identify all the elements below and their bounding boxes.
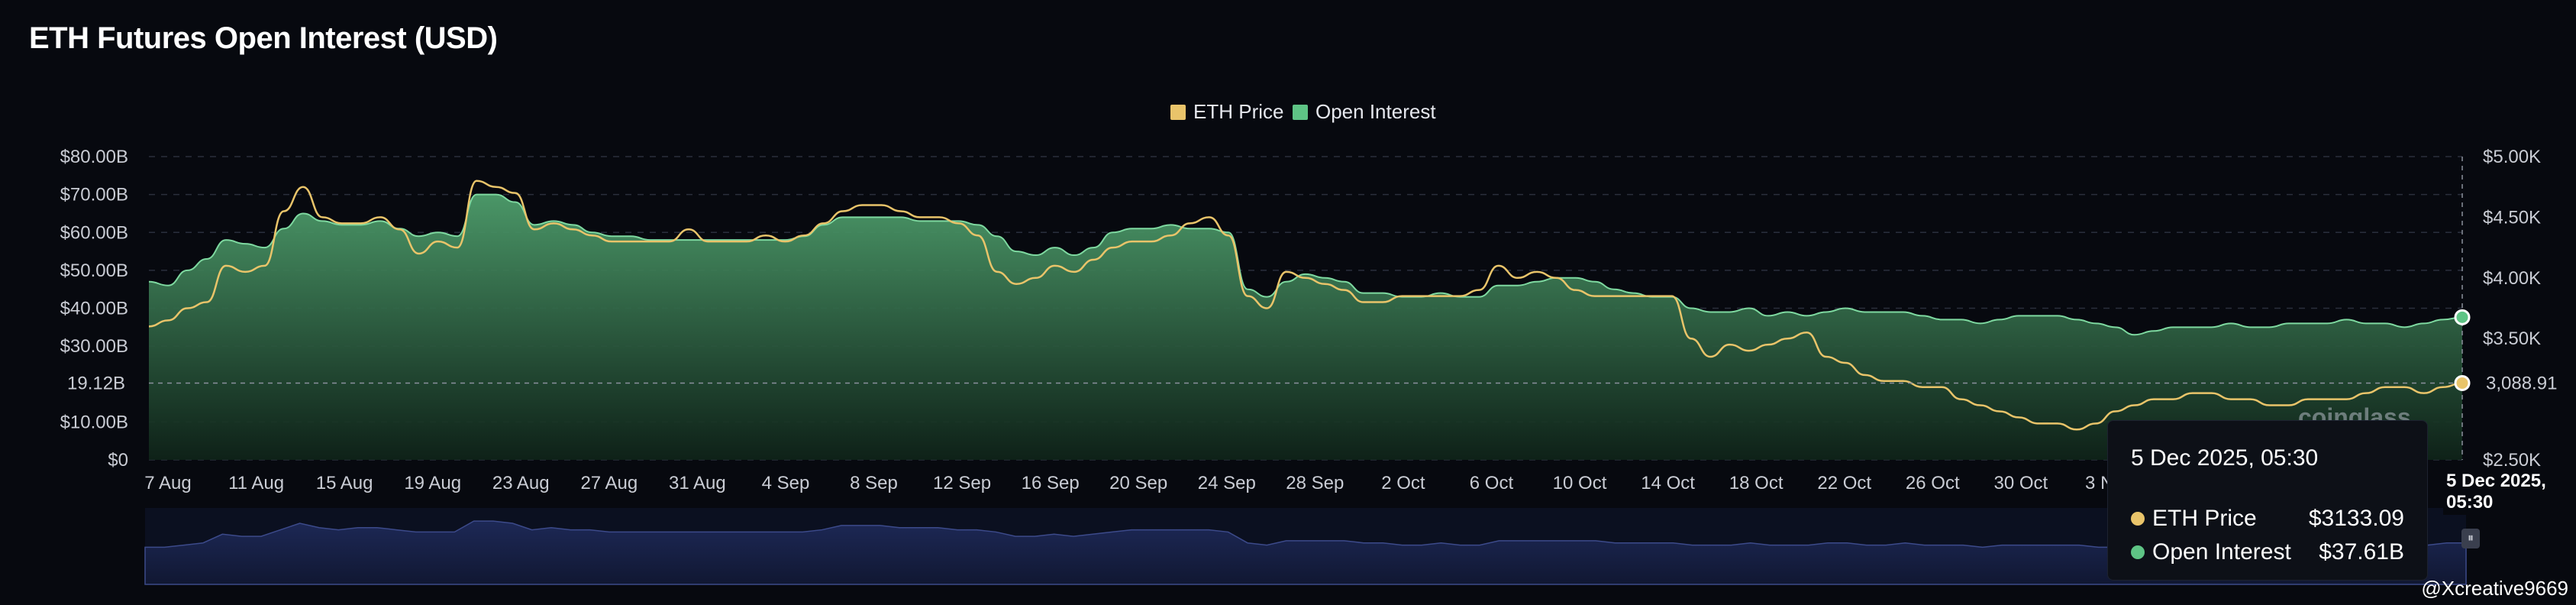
open-interest-line [148, 193, 2463, 336]
navigator-handle-icon[interactable]: ⏸ [2461, 529, 2480, 548]
crosshair-date-label: 5 Dec 2025, 05:30 [2443, 469, 2576, 515]
x-tick-label: 28 Sep [1286, 473, 1344, 493]
eth-price-marker [2454, 374, 2471, 391]
tooltip-label: ETH Price [2152, 506, 2257, 531]
x-tick-label: 4 Sep [762, 473, 810, 493]
tooltip-value: $3133.09 [2308, 506, 2404, 531]
x-tick-label: 18 Oct [1729, 473, 1784, 493]
y-left-tick-label: $40.00B [60, 299, 128, 319]
y-right-tick-label: $4.50K [2483, 207, 2541, 228]
x-tick-label: 22 Oct [1817, 473, 1871, 493]
tooltip-row-eth-price: ETH Price $3133.09 [2131, 502, 2404, 535]
legend-swatch [1170, 105, 1186, 120]
x-tick-label: 2 Oct [1381, 473, 1425, 493]
x-tick-label: 23 Aug [492, 473, 550, 493]
y-right-tick-label: $5.00K [2483, 147, 2541, 167]
legend-label: Open Interest [1315, 100, 1436, 123]
y-left-tick-label: $70.00B [60, 185, 128, 205]
open-interest-marker [2454, 309, 2471, 325]
legend-swatch [1293, 105, 1308, 120]
navigator[interactable] [144, 508, 2467, 585]
y-right-tick-label: $2.50K [2483, 450, 2541, 471]
y-left-tick-label: $60.00B [60, 222, 128, 243]
x-tick-label: 24 Sep [1198, 473, 1256, 493]
tooltip-date: 5 Dec 2025, 05:30 [2131, 445, 2319, 471]
y-left-tick-label: $80.00B [60, 147, 128, 167]
eth-price-dot-icon [2131, 512, 2145, 526]
x-tick-label: 27 Aug [580, 473, 638, 493]
x-tick-label: 15 Aug [316, 473, 373, 493]
x-tick-label: 14 Oct [1641, 473, 1695, 493]
tooltip-label: Open Interest [2152, 539, 2291, 565]
x-tick-label: 11 Aug [228, 473, 284, 493]
eth-price-series [148, 180, 2463, 431]
crosshair-left-label: 19.12B [67, 373, 125, 393]
x-tick-label: 8 Sep [850, 473, 898, 493]
open-interest-area [149, 194, 2462, 460]
x-tick-label: 26 Oct [1906, 473, 1960, 493]
open-interest-dot-icon [2131, 545, 2145, 559]
chart-title: ETH Futures Open Interest (USD) [29, 21, 498, 55]
x-tick-label: 30 Oct [1993, 473, 2048, 493]
tooltip-row-open-interest: Open Interest $37.61B [2131, 535, 2404, 569]
legend-label: ETH Price [1193, 100, 1283, 123]
y-right-tick-label: $4.00K [2483, 268, 2541, 289]
open-interest-series [148, 193, 2463, 460]
tooltip: 5 Dec 2025, 05:30 ETH Price $3133.09 Ope… [2107, 420, 2428, 581]
y-left-tick-label: $10.00B [60, 412, 128, 432]
author-watermark: @Xcreative9669 [2421, 577, 2568, 600]
x-tick-label: 10 Oct [1553, 473, 1607, 493]
y-right-tick-label: $3.50K [2483, 328, 2541, 349]
tooltip-value: $37.61B [2319, 539, 2404, 565]
x-tick-label: 19 Aug [404, 473, 461, 493]
y-left-tick-label: $50.00B [60, 260, 128, 281]
eth-price-line [148, 180, 2463, 431]
crosshair: 19.12B 3,088.91 [67, 157, 2557, 460]
crosshair-right-label: 3,088.91 [2486, 373, 2557, 393]
x-tick-label: 20 Sep [1109, 473, 1167, 493]
x-tick-label: 12 Sep [933, 473, 991, 493]
x-tick-label: 6 Oct [1470, 473, 1514, 493]
y-left-tick-label: $0 [108, 450, 128, 471]
x-tick-label: 16 Sep [1022, 473, 1080, 493]
x-tick-label: 31 Aug [669, 473, 726, 493]
legend: ETH Price Open Interest [1170, 100, 1436, 123]
y-left-tick-label: $30.00B [60, 336, 128, 357]
x-tick-label: 7 Aug [144, 473, 191, 493]
